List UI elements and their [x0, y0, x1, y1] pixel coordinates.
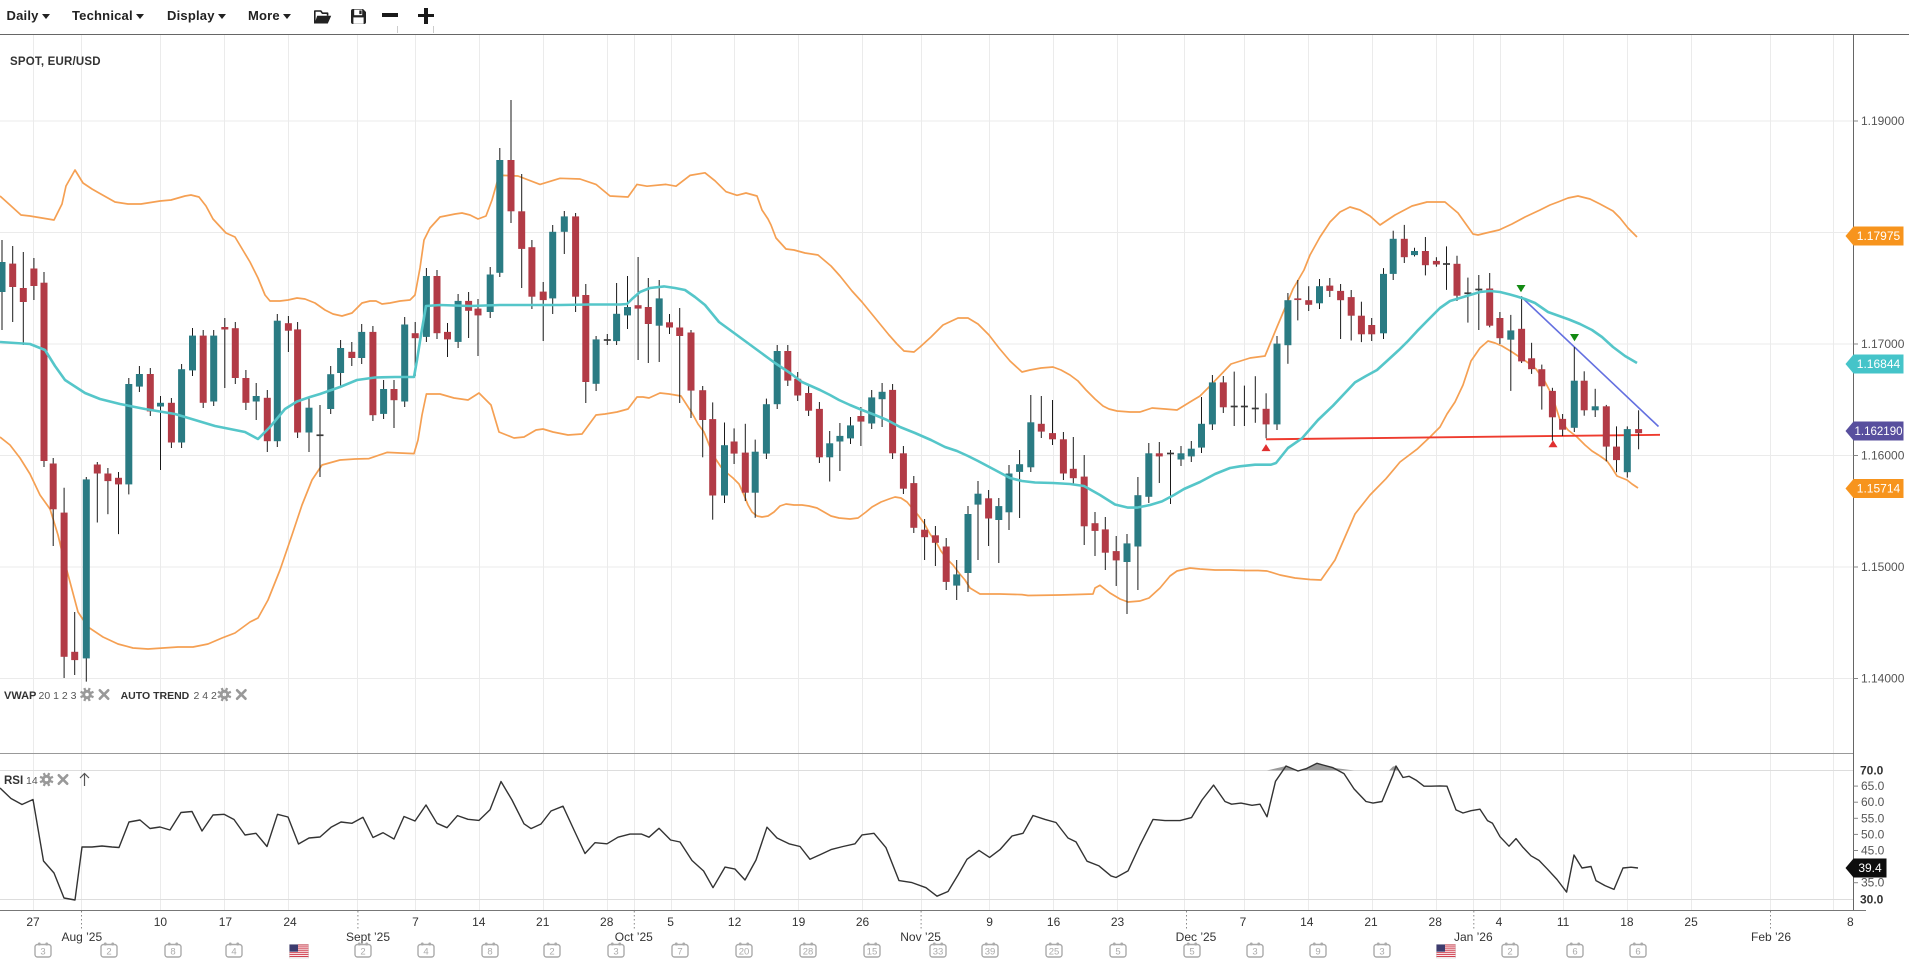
svg-text:Aug ’25: Aug ’25 — [61, 930, 102, 944]
svg-text:1.17000: 1.17000 — [1861, 337, 1905, 351]
svg-text:20: 20 — [739, 947, 750, 958]
svg-text:Feb ’26: Feb ’26 — [1751, 930, 1791, 944]
svg-text:35.0: 35.0 — [1861, 876, 1885, 890]
svg-text:2: 2 — [549, 947, 554, 958]
svg-text:2: 2 — [106, 947, 111, 958]
svg-text:7: 7 — [1240, 915, 1247, 929]
svg-text:39.4: 39.4 — [1858, 861, 1882, 875]
svg-text:14: 14 — [1300, 915, 1314, 929]
svg-text:5: 5 — [1189, 947, 1194, 958]
svg-text:17: 17 — [219, 915, 233, 929]
svg-text:7: 7 — [412, 915, 419, 929]
svg-text:19: 19 — [792, 915, 806, 929]
svg-text:Dec ’25: Dec ’25 — [1176, 930, 1217, 944]
svg-text:Jan ’26: Jan ’26 — [1454, 930, 1493, 944]
svg-text:8: 8 — [487, 947, 492, 958]
svg-text:33: 33 — [933, 947, 944, 958]
svg-text:28: 28 — [1429, 915, 1443, 929]
svg-text:12: 12 — [728, 915, 742, 929]
svg-text:18: 18 — [1620, 915, 1634, 929]
svg-text:1.17975: 1.17975 — [1857, 229, 1901, 243]
svg-text:30.0: 30.0 — [1860, 893, 1884, 907]
svg-text:16: 16 — [1047, 915, 1061, 929]
svg-text:1.19000: 1.19000 — [1861, 114, 1905, 128]
svg-text:Nov ’25: Nov ’25 — [900, 930, 941, 944]
svg-text:50.0: 50.0 — [1861, 827, 1885, 841]
svg-text:3: 3 — [613, 947, 618, 958]
svg-text:28: 28 — [600, 915, 614, 929]
svg-text:27: 27 — [26, 915, 40, 929]
svg-text:Sept ’25: Sept ’25 — [346, 930, 390, 944]
svg-text:1.14000: 1.14000 — [1861, 672, 1905, 686]
svg-text:11: 11 — [1557, 915, 1570, 929]
svg-text:26: 26 — [856, 915, 870, 929]
svg-text:3: 3 — [1379, 947, 1384, 958]
svg-text:15: 15 — [867, 947, 878, 958]
svg-text:4: 4 — [423, 947, 428, 958]
svg-text:10: 10 — [154, 915, 168, 929]
svg-text:3: 3 — [1252, 947, 1257, 958]
svg-text:SPOT, EUR/USD: SPOT, EUR/USD — [10, 56, 101, 68]
svg-text:4: 4 — [231, 947, 236, 958]
svg-text:4: 4 — [1496, 915, 1503, 929]
svg-text:1.162190: 1.162190 — [1855, 426, 1903, 438]
svg-text:21: 21 — [536, 915, 550, 929]
svg-text:23: 23 — [1111, 915, 1125, 929]
svg-text:14: 14 — [472, 915, 486, 929]
svg-text:8: 8 — [170, 947, 175, 958]
svg-text:Oct ’25: Oct ’25 — [615, 930, 653, 944]
svg-text:20 1 2 3: 20 1 2 3 — [39, 690, 77, 702]
svg-text:3: 3 — [40, 947, 45, 958]
svg-text:45.0: 45.0 — [1861, 844, 1885, 858]
svg-text:28: 28 — [803, 947, 814, 958]
svg-text:RSI: RSI — [4, 775, 23, 787]
svg-text:5: 5 — [1115, 947, 1120, 958]
svg-text:2: 2 — [1507, 947, 1512, 958]
svg-text:60.0: 60.0 — [1861, 795, 1885, 809]
svg-text:9: 9 — [986, 915, 993, 929]
svg-text:25: 25 — [1684, 915, 1698, 929]
svg-text:55.0: 55.0 — [1861, 811, 1885, 825]
svg-text:65.0: 65.0 — [1861, 779, 1885, 793]
svg-text:70.0: 70.0 — [1860, 764, 1884, 778]
svg-text:9: 9 — [1315, 947, 1320, 958]
svg-text:25: 25 — [1049, 947, 1060, 958]
svg-text:5: 5 — [667, 915, 674, 929]
svg-text:21: 21 — [1364, 915, 1378, 929]
svg-text:8: 8 — [1847, 915, 1854, 929]
svg-text:1.16844: 1.16844 — [1857, 357, 1901, 371]
svg-text:14: 14 — [26, 775, 38, 787]
svg-text:7: 7 — [677, 947, 682, 958]
svg-text:6: 6 — [1635, 947, 1640, 958]
svg-text:VWAP: VWAP — [4, 690, 36, 702]
svg-text:1.16000: 1.16000 — [1861, 449, 1905, 463]
svg-text:AUTO TREND: AUTO TREND — [121, 690, 190, 702]
svg-text:2 4 2: 2 4 2 — [194, 690, 218, 702]
svg-text:1.15000: 1.15000 — [1861, 560, 1905, 574]
svg-text:39: 39 — [985, 947, 996, 958]
svg-text:6: 6 — [1572, 947, 1577, 958]
svg-text:1.15714: 1.15714 — [1857, 482, 1901, 496]
svg-text:2: 2 — [360, 947, 365, 958]
svg-text:24: 24 — [283, 915, 297, 929]
